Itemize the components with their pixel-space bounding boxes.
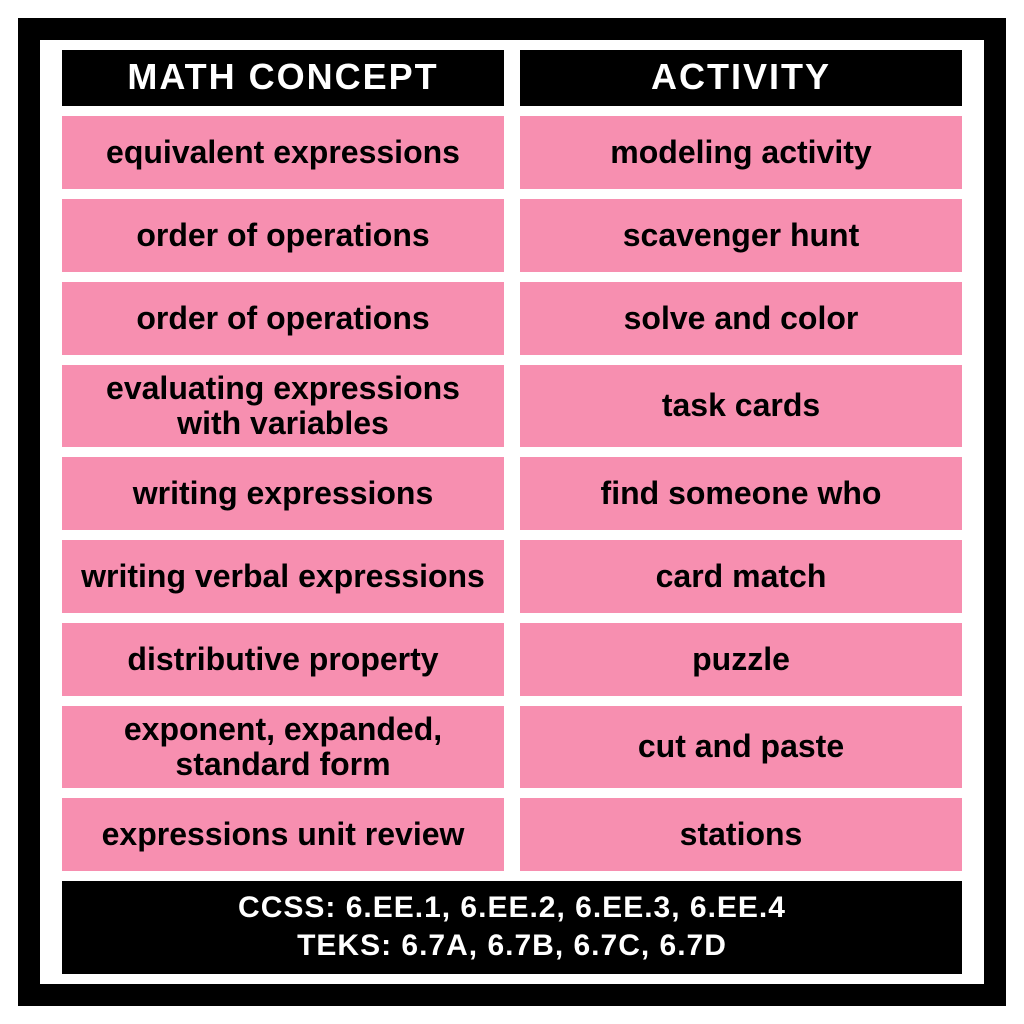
content-frame: MATH CONCEPT ACTIVITY equivalent express… — [18, 18, 1006, 1006]
concept-cell: equivalent expressions — [62, 116, 504, 189]
activity-cell: modeling activity — [520, 116, 962, 189]
header-activity: ACTIVITY — [520, 50, 962, 106]
table-row: exponent, expanded, standard form cut an… — [62, 706, 962, 788]
table-row: writing expressions find someone who — [62, 457, 962, 530]
table-header-row: MATH CONCEPT ACTIVITY — [62, 50, 962, 106]
concept-cell: order of operations — [62, 199, 504, 272]
table-row: distributive property puzzle — [62, 623, 962, 696]
table-row: expressions unit review stations — [62, 798, 962, 871]
table-row: order of operations solve and color — [62, 282, 962, 355]
table-row: evaluating expressions with variables ta… — [62, 365, 962, 447]
standards-footer: CCSS: 6.EE.1, 6.EE.2, 6.EE.3, 6.EE.4 TEK… — [62, 881, 962, 974]
table-row: writing verbal expressions card match — [62, 540, 962, 613]
concept-cell: order of operations — [62, 282, 504, 355]
activity-cell: task cards — [520, 365, 962, 447]
activity-cell: cut and paste — [520, 706, 962, 788]
activity-cell: stations — [520, 798, 962, 871]
activity-cell: puzzle — [520, 623, 962, 696]
table-body: equivalent expressions modeling activity… — [62, 116, 962, 871]
activity-cell: find someone who — [520, 457, 962, 530]
header-math-concept: MATH CONCEPT — [62, 50, 504, 106]
activity-cell: card match — [520, 540, 962, 613]
activity-cell: scavenger hunt — [520, 199, 962, 272]
table-row: equivalent expressions modeling activity — [62, 116, 962, 189]
ccss-line: CCSS: 6.EE.1, 6.EE.2, 6.EE.3, 6.EE.4 — [62, 889, 962, 927]
concept-cell: writing verbal expressions — [62, 540, 504, 613]
table-row: order of operations scavenger hunt — [62, 199, 962, 272]
concept-cell: writing expressions — [62, 457, 504, 530]
concept-cell: distributive property — [62, 623, 504, 696]
activity-cell: solve and color — [520, 282, 962, 355]
concept-cell: evaluating expressions with variables — [62, 365, 504, 447]
concept-cell: exponent, expanded, standard form — [62, 706, 504, 788]
page: MATH CONCEPT ACTIVITY equivalent express… — [0, 0, 1024, 1024]
concept-cell: expressions unit review — [62, 798, 504, 871]
teks-line: TEKS: 6.7A, 6.7B, 6.7C, 6.7D — [62, 927, 962, 965]
